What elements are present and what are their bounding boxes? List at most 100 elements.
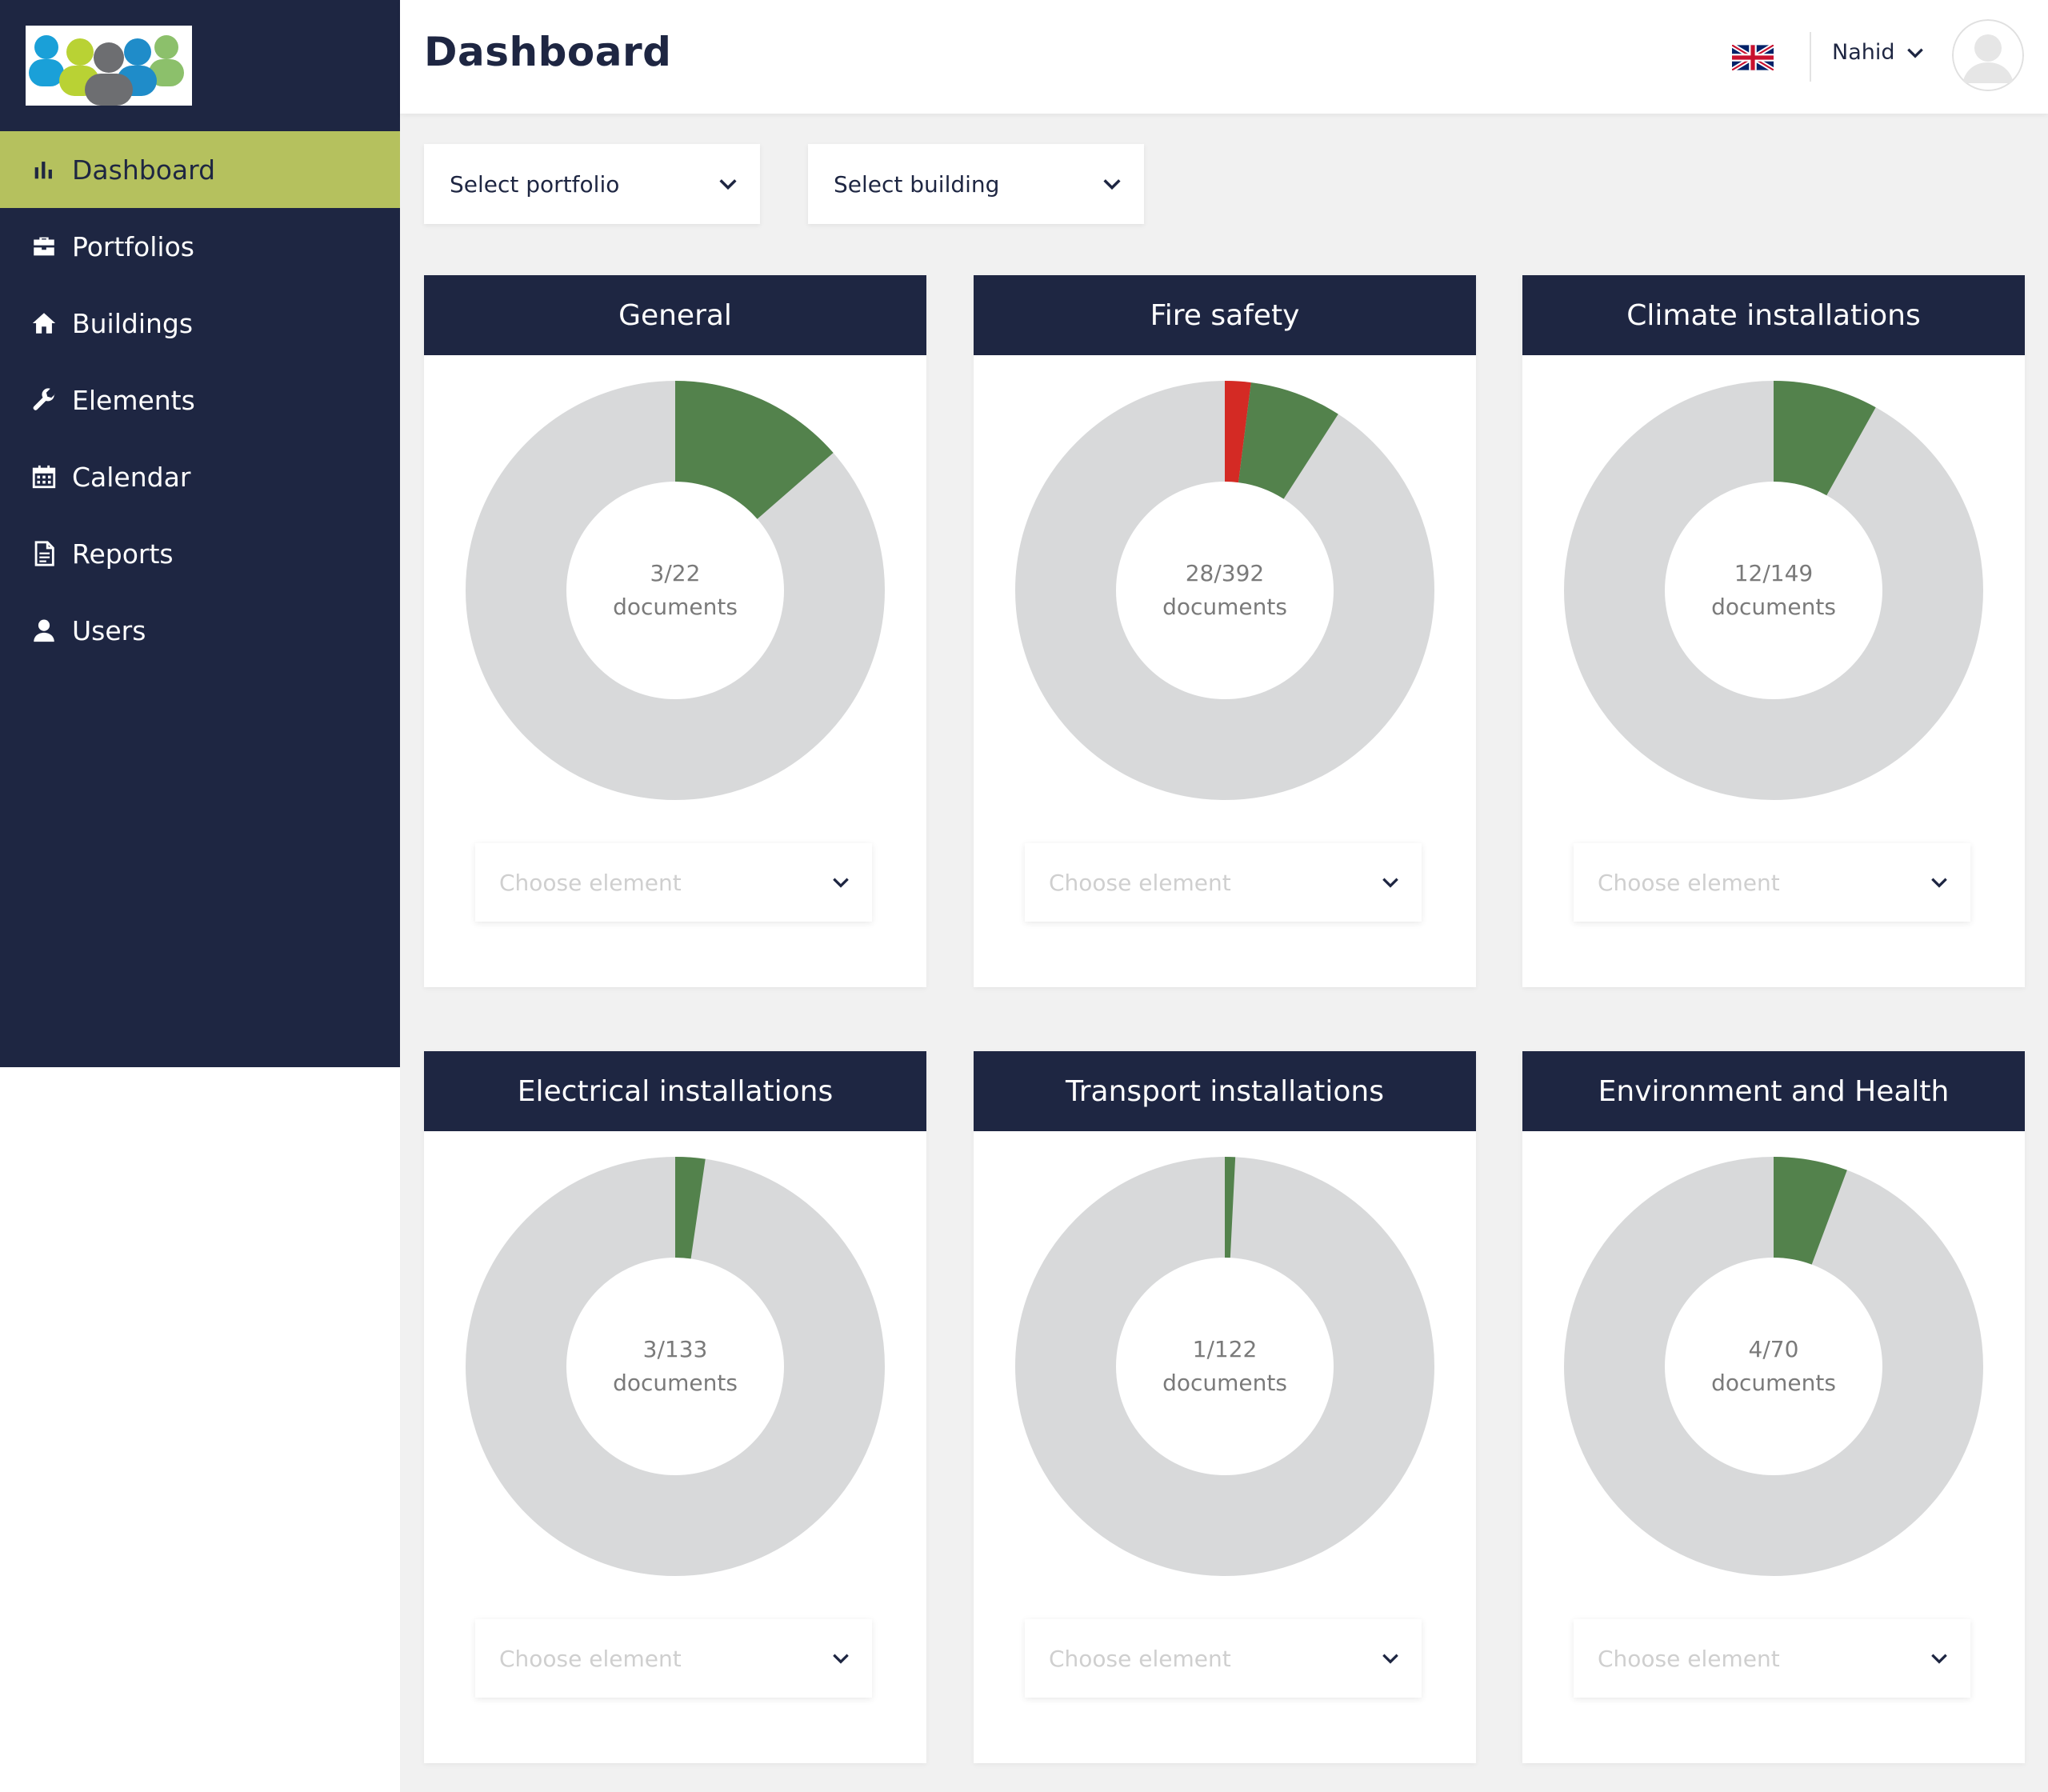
chevron-down-icon [1931,1654,1947,1664]
chevron-down-icon [719,179,737,190]
document-unit: documents [1711,1370,1836,1396]
page-title: Dashboard [424,29,672,75]
donut-slice-green [1774,1157,1847,1265]
donut-chart [1015,381,1434,800]
card-title: Transport installations [974,1051,1476,1131]
choose-element-placeholder: Choose element [1598,869,1780,896]
sidebar-item-label: Buildings [72,307,194,339]
donut-chart [466,381,885,800]
document-count: 1/122 [1192,1336,1258,1362]
chevron-down-icon [1906,48,1923,58]
sidebar-item-users[interactable]: Users [0,592,400,669]
choose-element-placeholder: Choose element [1598,1645,1780,1672]
sidebar-item-reports[interactable]: Reports [0,515,400,592]
document-unit: documents [613,1370,738,1396]
chevron-down-icon [1103,179,1121,190]
logo[interactable] [26,26,192,106]
user-icon [24,610,64,650]
sidebar-item-calendar[interactable]: Calendar [0,438,400,515]
sidebar-item-elements[interactable]: Elements [0,362,400,438]
topbar: Dashboard Nahid [400,0,2048,114]
choose-element-select[interactable]: Choose element [475,843,872,922]
card-title: Environment and Health [1522,1051,2025,1131]
category-card: General 3/22 documents Choose element [424,275,926,987]
choose-element-placeholder: Choose element [499,1645,682,1672]
chevron-down-icon [833,1654,849,1664]
donut-label: 1/122 documents [1014,1155,1436,1578]
avatar[interactable] [1952,19,2024,91]
user-name: Nahid [1832,40,1895,65]
choose-element-select[interactable]: Choose element [1574,1619,1970,1698]
choose-element-select[interactable]: Choose element [1025,1619,1422,1698]
donut-slice-green [675,1157,706,1259]
donut-chart [1015,1157,1434,1576]
main-content: Dashboard Nahid Select portfolio [400,0,2048,1792]
card-title: General [424,275,926,355]
donut-slice-green [675,381,834,519]
donut-chart [466,1157,885,1576]
document-count: 3/22 [650,560,701,586]
category-card: Electrical installations 3/133 documents… [424,1051,926,1763]
chevron-down-icon [1382,878,1398,888]
card-title: Fire safety [974,275,1476,355]
document-count: 28/392 [1185,560,1265,586]
building-select[interactable]: Select building [808,144,1144,224]
sidebar: Dashboard Portfolios Buildings Elements … [0,0,400,1067]
portfolio-select-label: Select portfolio [450,170,620,198]
donut-label: 3/22 documents [464,379,886,802]
choose-element-placeholder: Choose element [499,869,682,896]
donut-label: 28/392 documents [1014,379,1436,802]
choose-element-placeholder: Choose element [1049,869,1231,896]
user-menu[interactable]: Nahid [1832,40,1926,65]
sidebar-item-label: Users [72,614,146,646]
document-count: 12/149 [1734,560,1814,586]
sidebar-item-buildings[interactable]: Buildings [0,285,400,362]
donut-slice-red [1225,381,1251,483]
donut-chart [1564,381,1983,800]
document-unit: documents [1711,594,1836,620]
wrench-icon [24,380,64,420]
sidebar-item-portfolios[interactable]: Portfolios [0,208,400,285]
chevron-down-icon [833,878,849,888]
donut-slice-green [1225,1157,1236,1258]
choose-element-placeholder: Choose element [1049,1645,1231,1672]
bar-chart-icon [24,150,64,190]
uk-flag-icon[interactable] [1730,42,1775,73]
portfolio-select[interactable]: Select portfolio [424,144,760,224]
briefcase-icon [24,226,64,266]
chevron-down-icon [1382,1654,1398,1664]
document-count: 4/70 [1748,1336,1799,1362]
category-card: Environment and Health 4/70 documents Ch… [1522,1051,2025,1763]
topbar-divider [1810,32,1811,82]
sidebar-item-dashboard[interactable]: Dashboard [0,131,400,208]
calendar-icon [24,457,64,497]
sidebar-item-label: Calendar [72,461,191,493]
document-unit: documents [1162,1370,1287,1396]
sidebar-item-label: Reports [72,538,174,570]
card-title: Climate installations [1522,275,2025,355]
document-unit: documents [1162,594,1287,620]
document-count: 3/133 [642,1336,708,1362]
card-title: Electrical installations [424,1051,926,1131]
donut-label: 4/70 documents [1562,1155,1985,1578]
sidebar-nav: Dashboard Portfolios Buildings Elements … [0,131,400,669]
chevron-down-icon [1931,878,1947,888]
donut-chart [1564,1157,1983,1576]
category-card: Fire safety 28/392 documents Choose elem… [974,275,1476,987]
donut-slice-green [1238,382,1338,499]
choose-element-select[interactable]: Choose element [1574,843,1970,922]
choose-element-select[interactable]: Choose element [475,1619,872,1698]
donut-slice-green [1774,381,1876,496]
document-icon [24,534,64,574]
sidebar-item-label: Portfolios [72,230,194,262]
building-select-label: Select building [834,170,1000,198]
donut-label: 12/149 documents [1562,379,1985,802]
choose-element-select[interactable]: Choose element [1025,843,1422,922]
category-card: Transport installations 1/122 documents … [974,1051,1476,1763]
donut-label: 3/133 documents [464,1155,886,1578]
sidebar-item-label: Elements [72,384,195,416]
document-unit: documents [613,594,738,620]
home-icon [24,303,64,343]
sidebar-item-label: Dashboard [72,154,216,186]
category-card: Climate installations 12/149 documents C… [1522,275,2025,987]
